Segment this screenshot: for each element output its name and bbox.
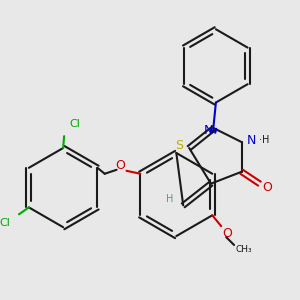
Text: Cl: Cl: [70, 119, 80, 129]
Text: O: O: [116, 159, 125, 172]
Text: H: H: [166, 194, 173, 205]
Text: N: N: [203, 124, 213, 137]
Text: O: O: [222, 226, 232, 240]
Text: O: O: [262, 181, 272, 194]
Text: ·H: ·H: [259, 135, 270, 145]
Text: Cl: Cl: [0, 218, 11, 228]
Text: S: S: [175, 139, 183, 152]
Text: N: N: [247, 134, 256, 147]
Text: CH₃: CH₃: [236, 245, 252, 254]
